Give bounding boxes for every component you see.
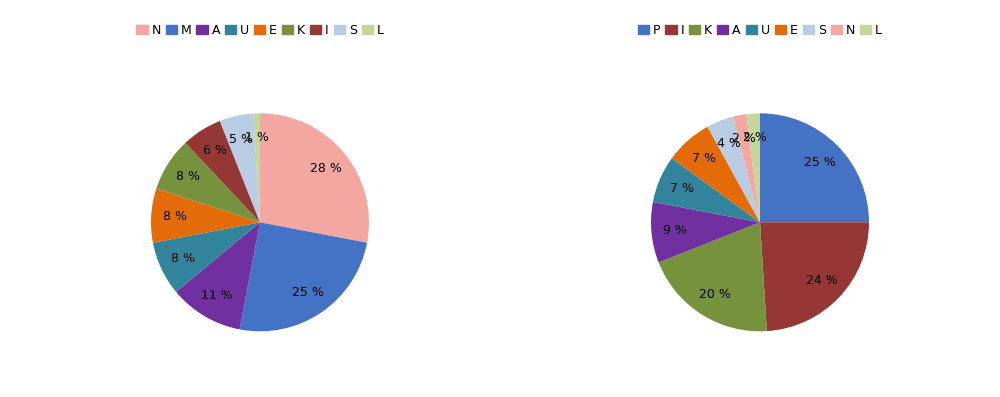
Text: 25 %: 25 % [292, 286, 324, 299]
Legend: P, I, K, A, U, E, S, N, L: P, I, K, A, U, E, S, N, L [633, 19, 887, 42]
Text: 2 %: 2 % [743, 131, 767, 144]
Text: 4 %: 4 % [717, 137, 741, 150]
Wedge shape [672, 127, 760, 222]
Wedge shape [253, 113, 260, 222]
Wedge shape [707, 117, 760, 222]
Text: 5 %: 5 % [229, 133, 253, 146]
Text: 20 %: 20 % [699, 287, 730, 301]
Legend: N, M, A, U, E, K, I, S, L: N, M, A, U, E, K, I, S, L [131, 19, 389, 42]
Text: 8 %: 8 % [163, 210, 187, 224]
Wedge shape [156, 143, 260, 222]
Wedge shape [176, 222, 260, 330]
Text: 11 %: 11 % [201, 289, 233, 302]
Wedge shape [153, 222, 260, 292]
Text: 6 %: 6 % [203, 144, 226, 157]
Text: 7 %: 7 % [692, 152, 716, 165]
Wedge shape [651, 202, 760, 262]
Wedge shape [260, 113, 369, 243]
Text: 7 %: 7 % [670, 182, 694, 195]
Wedge shape [760, 222, 869, 331]
Text: 1 %: 1 % [245, 131, 269, 144]
Text: 25 %: 25 % [804, 156, 836, 169]
Wedge shape [220, 114, 260, 222]
Wedge shape [151, 189, 260, 243]
Wedge shape [746, 113, 760, 222]
Text: 2 %: 2 % [732, 132, 756, 145]
Wedge shape [760, 113, 869, 222]
Wedge shape [185, 121, 260, 222]
Wedge shape [240, 222, 367, 331]
Text: 28 %: 28 % [310, 162, 341, 175]
Text: 24 %: 24 % [806, 274, 838, 287]
Text: 9 %: 9 % [663, 224, 687, 237]
Wedge shape [659, 222, 767, 331]
Text: 8 %: 8 % [176, 170, 200, 183]
Wedge shape [653, 158, 760, 222]
Wedge shape [733, 114, 760, 222]
Text: 8 %: 8 % [171, 252, 195, 265]
